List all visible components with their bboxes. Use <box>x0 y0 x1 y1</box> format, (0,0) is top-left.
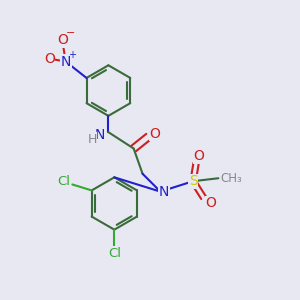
Text: N: N <box>61 55 71 69</box>
Text: +: + <box>68 50 76 60</box>
Text: Cl: Cl <box>108 247 121 260</box>
Text: O: O <box>150 127 160 141</box>
Text: O: O <box>194 149 205 163</box>
Text: CH₃: CH₃ <box>221 172 243 185</box>
Text: −: − <box>65 28 75 38</box>
Text: S: S <box>189 174 197 188</box>
Text: N: N <box>95 128 105 142</box>
Text: O: O <box>57 33 68 47</box>
Text: O: O <box>44 52 55 66</box>
Text: H: H <box>87 133 97 146</box>
Text: N: N <box>159 184 169 199</box>
Text: O: O <box>206 196 216 211</box>
Text: Cl: Cl <box>58 175 70 188</box>
